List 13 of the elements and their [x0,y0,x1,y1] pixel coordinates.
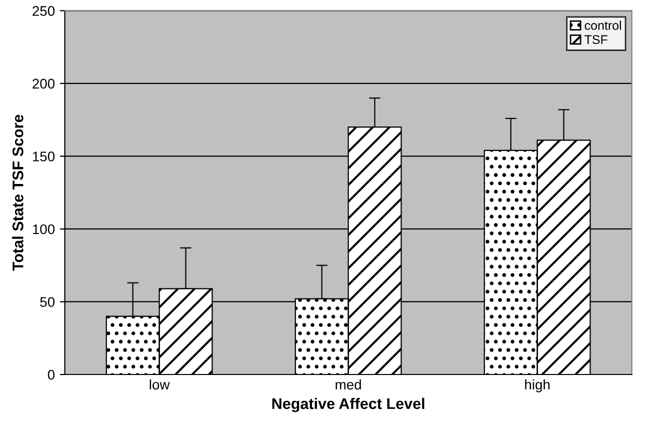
legend-label: control [584,20,621,30]
y-axis-title: Total State TSF Score [12,114,24,271]
y-tick-label: 250 [32,6,55,16]
y-tick-label: 200 [32,78,55,89]
y-tick-label: 50 [40,297,55,307]
y-tick-label: 0 [48,370,55,380]
x-tick-label: med [336,379,361,390]
x-tick-label: low [150,379,170,390]
y-tick-label: 150 [32,152,55,162]
x-tick-label: high [525,379,550,392]
y-tick-label: 100 [32,224,55,234]
x-axis-title: Negative Affect Level [272,398,424,412]
legend-label: TSF [584,35,608,44]
